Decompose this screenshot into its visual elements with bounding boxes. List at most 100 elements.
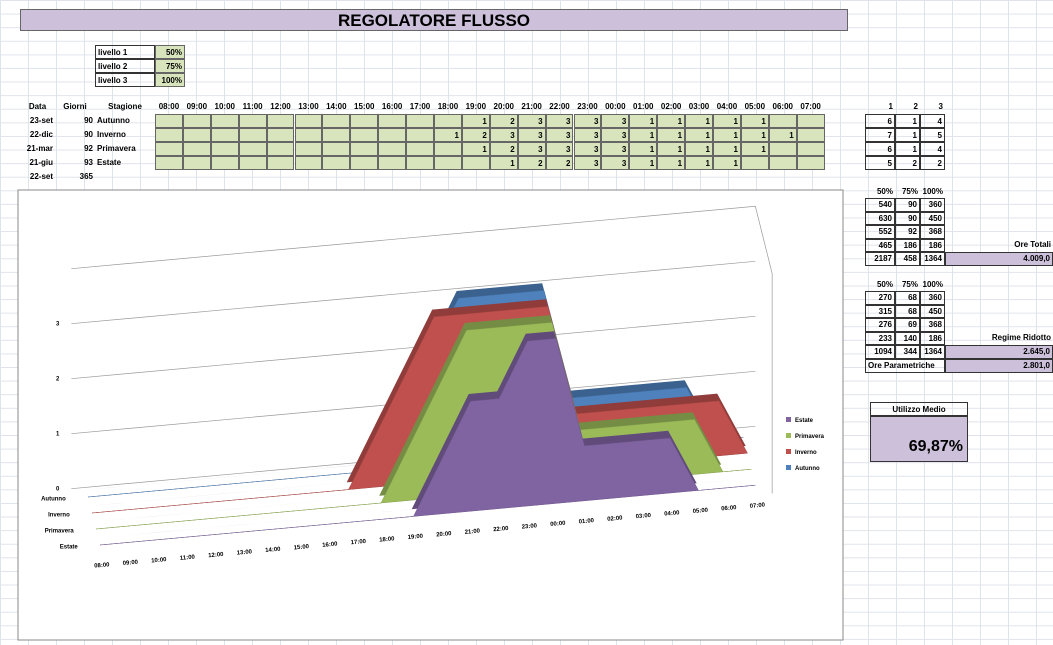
hour-header: 18:00 [437,102,459,111]
legend-swatch [786,433,791,438]
count-cell: 2 [920,156,945,170]
hour-cell [266,128,295,142]
hours-cell: 233 [865,331,895,346]
hour-cell [350,128,379,142]
pct-header: 100% [922,187,943,196]
hours-cell: 552 [865,225,895,239]
hour-cell: 1 [685,114,713,128]
x-tick-label: 06:00 [721,505,737,512]
count-cell: 6 [865,142,895,156]
date: 22-dic [29,130,53,139]
y-tick-label: 0 [56,487,60,493]
column-header: Data [28,102,47,111]
days: 90 [84,130,93,139]
hour-header: 17:00 [409,102,431,111]
x-tick-label: 10:00 [151,557,167,564]
usage-value: 69,87% [870,416,968,462]
count-cell: 1 [895,142,920,156]
date: 23-set [29,116,53,125]
hour-cell [768,156,797,170]
count-header: 1 [888,102,893,111]
hour-cell: 1 [434,128,462,142]
hour-cell [155,142,183,156]
hour-cell [796,114,825,128]
x-tick-label: 14:00 [265,547,281,554]
wall-edge [71,205,773,494]
hour-cell: 1 [740,142,769,156]
pct-header: 75% [901,187,918,196]
hour-cell [796,128,825,142]
hour-cell [322,114,351,128]
hour-cell: 1 [713,114,741,128]
pct-header: 50% [876,187,893,196]
hours-cell: 450 [920,211,945,226]
x-tick-label: 18:00 [379,536,395,543]
hour-cell: 1 [713,128,741,142]
hour-cell: 3 [573,128,602,142]
hours-cell: 344 [895,345,920,359]
x-tick-label: 05:00 [693,508,709,515]
date: 21-mar [26,144,53,153]
hours-cell: 450 [920,304,945,319]
hour-header: 03:00 [688,102,710,111]
grid-line [71,260,756,325]
x-tick-label: 11:00 [180,555,196,562]
hour-cell [238,156,267,170]
hours-cell: 1364 [920,252,945,266]
hour-cell [294,128,323,142]
hour-cell [350,114,379,128]
hour-cell [378,156,407,170]
hour-cell: 1 [629,114,658,128]
hour-header: 23:00 [577,102,598,111]
hour-cell [210,128,239,142]
hour-cell [796,142,825,156]
count-cell: 5 [865,156,895,170]
hour-header: 00:00 [605,102,626,111]
hour-cell: 1 [629,156,658,170]
hour-cell: 3 [573,156,602,170]
x-tick-label: 03:00 [636,513,652,520]
hour-cell: 3 [573,114,602,128]
hour-cell: 1 [713,156,741,170]
hour-cell: 3 [489,128,518,142]
hour-cell [322,156,351,170]
hour-cell [294,114,323,128]
hours-cell: 68 [895,291,920,305]
hour-header: 01:00 [633,102,654,111]
hours-cell: 90 [895,198,920,212]
days: 93 [84,158,93,167]
hour-header: 08:00 [158,102,180,111]
hour-header: 11:00 [242,102,263,111]
hour-cell [434,142,462,156]
hours-cell: 360 [920,291,945,305]
hour-cell [768,114,797,128]
y-tick-label: 3 [56,322,60,328]
hour-cell [210,156,239,170]
hour-header: 10:00 [214,102,235,111]
hour-cell [155,156,183,170]
hours-cell: 465 [865,238,895,253]
level-label: livello 2 [95,59,155,73]
x-tick-label: 23:00 [522,523,538,530]
hour-cell [155,128,183,142]
level-value: 75% [155,59,185,73]
x-tick-label: 17:00 [351,539,367,546]
x-tick-label: 09:00 [123,560,139,567]
count-header: 3 [938,102,943,111]
hours-cell: 92 [895,225,920,239]
count-cell: 1 [895,114,920,128]
total-value: 2.645,0 [945,345,1053,359]
hour-cell: 1 [461,142,490,156]
hour-header: 22:00 [549,102,570,111]
hour-cell: 1 [740,128,769,142]
hour-cell [406,142,434,156]
legend-swatch [786,449,791,454]
hour-cell [294,156,323,170]
hour-cell [406,128,434,142]
hour-header: 02:00 [660,102,682,111]
days: 90 [84,116,93,125]
hour-cell [378,128,407,142]
hour-cell: 1 [685,142,713,156]
x-tick-label: 00:00 [550,521,566,528]
